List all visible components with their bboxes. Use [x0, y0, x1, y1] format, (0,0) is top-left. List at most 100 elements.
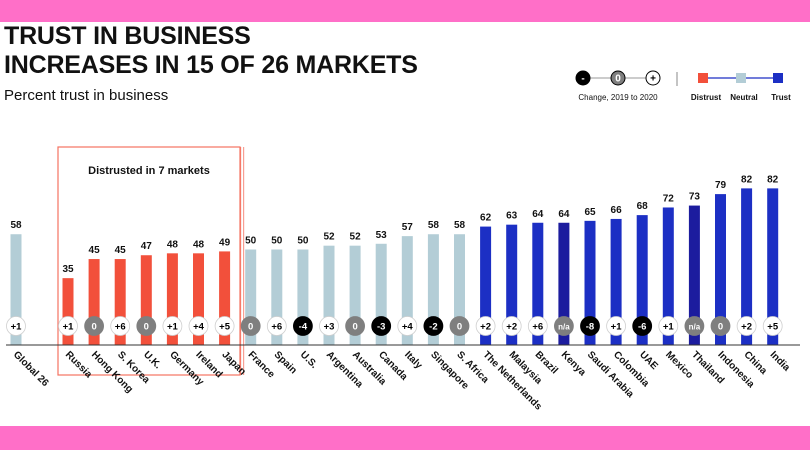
bar-22: [610, 218, 622, 345]
change-label-7: +5: [219, 322, 231, 333]
bar-value-label-9: 50: [271, 236, 283, 247]
change-label-3: +6: [115, 322, 126, 333]
change-circle-4: [136, 316, 157, 336]
change-label-4: 0: [144, 322, 149, 333]
category-label-14: Italy: [402, 349, 424, 371]
bar-24: [662, 207, 674, 345]
change-circle-7: [214, 316, 235, 336]
category-label-8: France: [246, 349, 277, 380]
change-circle-16: [449, 316, 470, 336]
change-circle-19: [527, 316, 548, 336]
change-label-10: -4: [299, 322, 308, 333]
legend-label-trust: Trust: [771, 93, 791, 102]
legend-change-label: Change, 2019 to 2020: [578, 93, 658, 102]
category-label-23: UAE: [637, 349, 660, 372]
change-circle-26: [710, 316, 731, 336]
bar-3: [114, 259, 126, 345]
bar-value-label-14: 57: [402, 222, 414, 233]
bar-0: [10, 234, 22, 345]
change-label-12: 0: [352, 322, 357, 333]
bar-4: [140, 255, 152, 345]
category-label-10: U.S.: [298, 349, 320, 371]
bar-8: [245, 249, 257, 345]
bar-value-label-21: 65: [584, 207, 596, 218]
change-label-9: +6: [271, 322, 282, 333]
category-label-20: Kenya: [559, 349, 588, 378]
bar-15: [427, 234, 439, 345]
change-label-1: +1: [63, 322, 75, 333]
legend-change-1: [610, 70, 626, 86]
bar-value-label-17: 62: [480, 213, 492, 224]
bar-13: [375, 243, 387, 345]
bar-value-label-4: 47: [141, 241, 153, 252]
bar-value-label-0: 58: [10, 220, 22, 231]
legend-label-distrust: Distrust: [691, 93, 722, 102]
bar-11: [323, 245, 335, 345]
bar-value-label-19: 64: [532, 209, 544, 220]
bar-16: [454, 234, 465, 345]
change-circle-0: [6, 316, 26, 336]
bar-23: [636, 215, 648, 345]
bar-25: [688, 205, 700, 345]
change-label-8: 0: [248, 322, 253, 333]
bar-value-label-5: 48: [167, 239, 179, 250]
bar-value-label-15: 58: [428, 220, 440, 231]
change-circle-2: [84, 316, 104, 336]
change-circle-21: [580, 316, 600, 336]
change-circle-1: [58, 316, 78, 336]
bar-value-label-27: 82: [741, 174, 753, 185]
change-label-28: +5: [767, 322, 779, 333]
bar-value-label-12: 52: [350, 232, 362, 243]
chart-panel: [0, 22, 810, 426]
bar-value-label-13: 53: [376, 230, 388, 241]
bar-2: [88, 259, 100, 345]
change-circle-8: [240, 316, 261, 336]
change-label-17: +2: [480, 322, 491, 333]
change-circle-20: [554, 316, 574, 336]
change-label-21: -8: [586, 322, 594, 333]
change-label-6: +4: [193, 322, 205, 333]
change-label-20: n/a: [558, 323, 570, 332]
legend-change-symbol-0: -: [581, 74, 584, 85]
change-circle-14: [397, 316, 418, 336]
category-label-28: India: [768, 349, 793, 374]
legend-label-neutral: Neutral: [730, 93, 758, 102]
bar-value-label-1: 35: [62, 264, 74, 275]
change-circle-23: [632, 316, 653, 336]
category-label-4: U.K.: [141, 349, 163, 371]
bar-value-label-28: 82: [767, 174, 779, 185]
category-label-24: Mexico: [663, 349, 695, 381]
legend-change-symbol-1: 0: [615, 74, 621, 85]
bar-value-label-7: 49: [219, 237, 231, 248]
bar-9: [271, 249, 283, 345]
change-circle-28: [762, 316, 783, 336]
change-label-16: 0: [457, 322, 462, 333]
bar-18: [506, 224, 518, 345]
bar-10: [297, 249, 309, 345]
change-circle-11: [319, 316, 339, 336]
page-title: TRUST IN BUSINESS INCREASES IN 15 OF 26 …: [4, 22, 418, 79]
change-label-5: +1: [167, 322, 179, 333]
change-circle-17: [475, 316, 496, 336]
bar-1: [62, 278, 74, 345]
legend-swatch-trust: [773, 73, 783, 83]
change-label-26: 0: [718, 322, 723, 333]
change-label-24: +1: [663, 322, 675, 333]
bar-value-label-26: 79: [715, 180, 727, 191]
bar-6: [193, 253, 204, 345]
change-markers: +1 +1 0 +6 0 +1 +4 +5 0 +6 -4 +3 0 -3 +4 -2 0 +2 +2 +6 n/a -8…: [6, 316, 783, 336]
bar-12: [349, 245, 361, 345]
bar-7: [219, 251, 231, 345]
bar-value-label-2: 45: [89, 245, 101, 256]
change-circle-12: [345, 316, 366, 336]
change-circle-15: [423, 316, 444, 336]
bar-value-label-25: 73: [689, 192, 701, 203]
change-label-2: 0: [91, 322, 96, 333]
change-circle-10: [292, 316, 313, 336]
legend-swatch-distrust: [698, 73, 708, 83]
category-label-1: Russia: [63, 349, 94, 380]
bar-value-label-10: 50: [297, 236, 309, 247]
change-circle-18: [501, 316, 522, 336]
bar-14: [401, 236, 413, 345]
change-circle-6: [188, 316, 209, 336]
